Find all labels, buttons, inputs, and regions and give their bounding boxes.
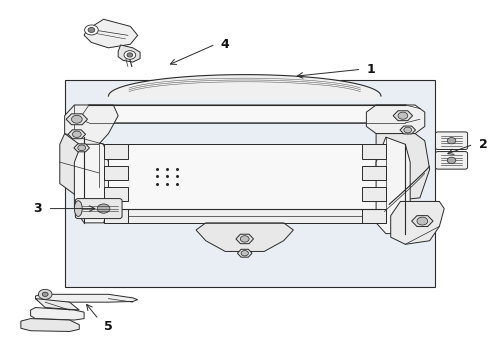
Circle shape [447, 157, 456, 163]
Polygon shape [362, 208, 386, 223]
FancyBboxPatch shape [436, 152, 467, 169]
Polygon shape [362, 166, 386, 180]
Polygon shape [400, 126, 416, 134]
Polygon shape [376, 137, 410, 234]
Polygon shape [66, 114, 88, 125]
Polygon shape [103, 187, 128, 202]
Polygon shape [376, 134, 430, 202]
Ellipse shape [74, 201, 82, 216]
Circle shape [417, 217, 428, 225]
Text: 5: 5 [104, 320, 113, 333]
Circle shape [42, 292, 48, 296]
Polygon shape [362, 187, 386, 202]
Polygon shape [74, 144, 90, 152]
Circle shape [240, 236, 249, 242]
Circle shape [88, 27, 95, 32]
Polygon shape [236, 234, 253, 244]
Polygon shape [196, 223, 294, 251]
Circle shape [73, 131, 81, 138]
Text: 3: 3 [34, 202, 42, 215]
Polygon shape [391, 202, 444, 244]
Polygon shape [238, 249, 252, 257]
Circle shape [72, 115, 82, 123]
Circle shape [127, 53, 133, 57]
Polygon shape [79, 105, 420, 123]
FancyBboxPatch shape [436, 132, 467, 149]
Polygon shape [108, 144, 381, 216]
Text: 4: 4 [221, 38, 230, 51]
Polygon shape [362, 144, 386, 158]
Circle shape [85, 25, 98, 35]
Polygon shape [108, 208, 381, 223]
Text: 2: 2 [479, 138, 488, 151]
Polygon shape [412, 216, 433, 226]
Circle shape [404, 127, 412, 133]
Polygon shape [103, 144, 128, 158]
Polygon shape [35, 298, 79, 310]
Circle shape [97, 204, 110, 213]
Circle shape [241, 251, 248, 256]
Circle shape [124, 51, 136, 59]
Polygon shape [108, 75, 381, 100]
Polygon shape [74, 137, 108, 223]
Bar [65, 80, 435, 287]
Polygon shape [103, 166, 128, 180]
Polygon shape [35, 294, 138, 302]
Polygon shape [84, 19, 138, 48]
Polygon shape [30, 307, 84, 320]
Circle shape [78, 145, 86, 151]
Circle shape [398, 112, 408, 119]
Text: 1: 1 [367, 63, 376, 76]
FancyBboxPatch shape [75, 199, 122, 219]
Circle shape [38, 289, 52, 299]
Polygon shape [393, 111, 413, 121]
Polygon shape [60, 134, 108, 194]
Polygon shape [68, 130, 86, 139]
Polygon shape [103, 208, 128, 223]
Polygon shape [21, 319, 79, 332]
Polygon shape [65, 105, 118, 144]
Polygon shape [367, 105, 425, 134]
Circle shape [447, 138, 456, 144]
Polygon shape [118, 45, 140, 62]
